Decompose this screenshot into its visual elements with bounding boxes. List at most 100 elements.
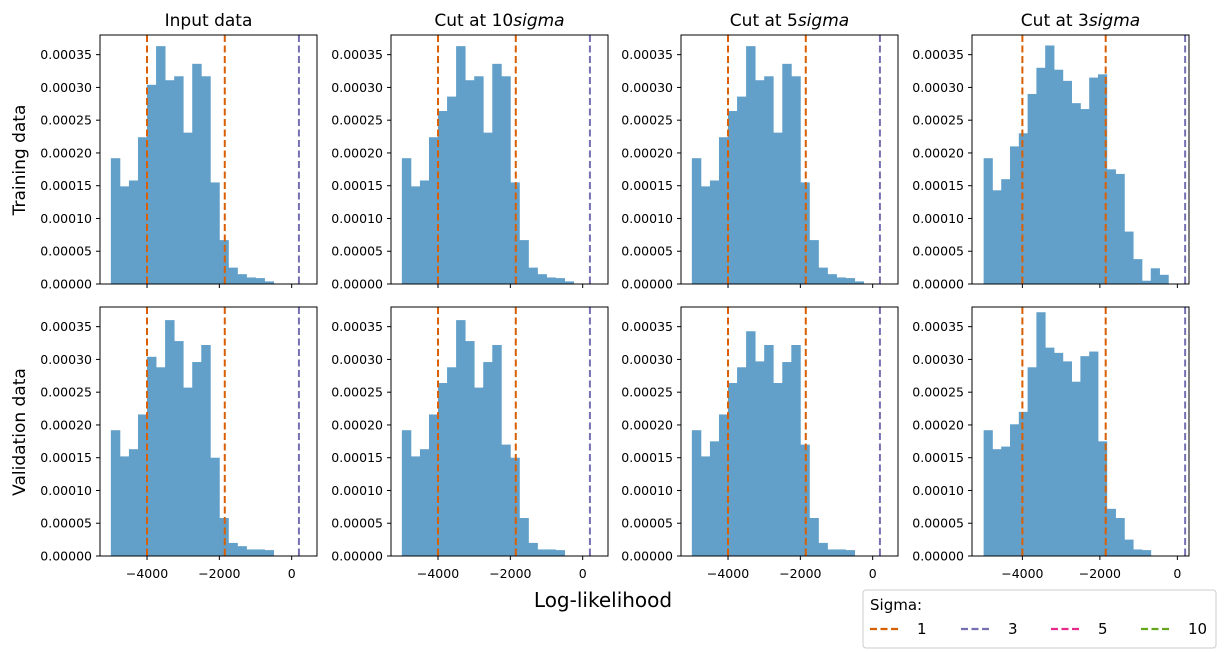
x-tick-label: −2000: [489, 566, 531, 581]
y-tick-label: 0.00025: [40, 385, 92, 400]
histogram-bar: [165, 320, 175, 556]
histogram-bar: [755, 80, 765, 284]
panel-0-0: 0.00000 0.00005 0.00010 0.00015 0.00020 0.000…: [40, 11, 318, 292]
panel-title: Cut at 5sigma: [730, 11, 849, 31]
panel-title: Input data: [165, 11, 253, 31]
panel-0-3: 0.00000 0.00005 0.00010 0.00015 0.00020 0.000…: [912, 11, 1190, 292]
histogram-bar: [1133, 549, 1143, 556]
histogram-bar: [1036, 312, 1046, 556]
y-tick-label: 0.00015: [912, 450, 964, 465]
histogram-bar: [836, 549, 846, 556]
row-label-training: Training data: [10, 105, 30, 217]
histogram-bar: [147, 84, 157, 284]
y-tick-label: 0.00005: [331, 244, 383, 259]
histogram-bar: [201, 76, 211, 284]
histogram-bar: [691, 430, 702, 556]
legend-entries: 1 3 5 10: [870, 620, 1207, 638]
histogram-bar: [438, 111, 448, 284]
panel-title: Cut at 3sigma: [1021, 11, 1140, 31]
x-tick-label: −2000: [1079, 566, 1121, 581]
histogram-bar: [700, 456, 711, 556]
histogram-bar: [1159, 274, 1169, 284]
histogram-bar: [1106, 508, 1116, 556]
histogram-bar: [1097, 441, 1108, 556]
y-tick-label: 0.00030: [40, 80, 92, 95]
panel-0-1: 0.00000 0.00005 0.00010 0.00015 0.00020 0.000…: [331, 11, 609, 292]
y-tick-label: 0.00015: [621, 450, 673, 465]
y-tick-label: 0.00010: [621, 483, 673, 498]
histogram-bar: [1124, 231, 1134, 284]
y-tick-label: 0.00025: [40, 113, 92, 128]
histogram-bar: [782, 63, 792, 284]
y-tick-label: 0.00030: [331, 80, 383, 95]
histogram-bar: [992, 190, 1002, 284]
y-tick-label: 0.00000: [621, 277, 673, 292]
histogram-bar: [1053, 352, 1064, 556]
histogram-bar: [1036, 67, 1046, 284]
y-tick-label: 0.00000: [912, 549, 964, 564]
histogram-bar: [174, 76, 184, 284]
histogram-bar: [791, 345, 801, 556]
histogram-bar: [501, 444, 511, 556]
histogram-bar: [447, 367, 457, 556]
legend-entry-5: 5: [1051, 620, 1108, 638]
histogram-bar: [746, 46, 756, 284]
histogram-bar: [555, 278, 565, 284]
histogram-bar: [983, 158, 993, 284]
histogram-bar: [519, 517, 529, 556]
histogram-bar: [809, 517, 819, 556]
y-tick-label: 0.00035: [912, 47, 964, 62]
axes-frame: [99, 306, 318, 557]
histogram-bar: [1053, 69, 1064, 284]
y-tick-label: 0.00030: [621, 352, 673, 367]
histogram-bar: [782, 362, 792, 556]
legend-entry-10: 10: [1141, 620, 1207, 638]
axes-frame: [971, 306, 1190, 557]
histogram-bar: [1001, 179, 1011, 284]
histogram-bar: [128, 180, 139, 284]
y-tick-label: 0.00010: [621, 211, 673, 226]
histogram-bar: [174, 341, 184, 556]
legend-title: Sigma:: [870, 596, 922, 614]
histogram-bar: [110, 158, 121, 284]
histogram-bar: [428, 414, 439, 556]
bars: [983, 45, 1169, 284]
histogram-bar: [546, 277, 556, 284]
y-tick-label: 0.00020: [621, 417, 673, 432]
histogram-bar: [228, 542, 238, 556]
y-tick-label: 0.00015: [331, 178, 383, 193]
histogram-bar: [546, 549, 556, 556]
histogram-bar: [492, 63, 502, 284]
panel-0-2: 0.00000 0.00005 0.00010 0.00015 0.00020 0.000…: [621, 11, 899, 292]
y-tick-label: 0.00035: [912, 319, 964, 334]
y-tick-label: 0.00010: [331, 483, 383, 498]
histogram-bar: [1080, 356, 1090, 556]
legend: Sigma: 1 3 5 10: [862, 589, 1217, 649]
y-tick-label: 0.00015: [40, 450, 92, 465]
bars: [691, 46, 865, 284]
histogram-bar: [1133, 259, 1143, 284]
histogram-bar: [746, 331, 756, 556]
y-tick-label: 0.00025: [331, 113, 383, 128]
histogram-bar: [737, 96, 747, 284]
y-tick-label: 0.00030: [621, 80, 673, 95]
histogram-bar: [818, 542, 828, 556]
histogram-bar: [1045, 347, 1055, 556]
histogram-bar: [836, 277, 846, 284]
histogram-bar: [1071, 381, 1081, 556]
y-tick-label: 0.00005: [912, 516, 964, 531]
y-tick-label: 0.00010: [912, 211, 964, 226]
histogram-bar: [845, 278, 855, 284]
histogram-bar: [1080, 109, 1090, 284]
histogram-bar: [818, 267, 828, 284]
histogram-bar: [501, 76, 511, 284]
histogram-bar: [419, 180, 430, 284]
x-axis-label: Log-likelihood: [534, 588, 672, 612]
x-tick-label: −4000: [707, 566, 749, 581]
y-tick-label: 0.00025: [912, 385, 964, 400]
y-tick-label: 0.00010: [912, 483, 964, 498]
histogram-bar: [728, 111, 738, 284]
legend-label: 3: [1008, 620, 1018, 638]
legend-label: 10: [1188, 620, 1207, 638]
